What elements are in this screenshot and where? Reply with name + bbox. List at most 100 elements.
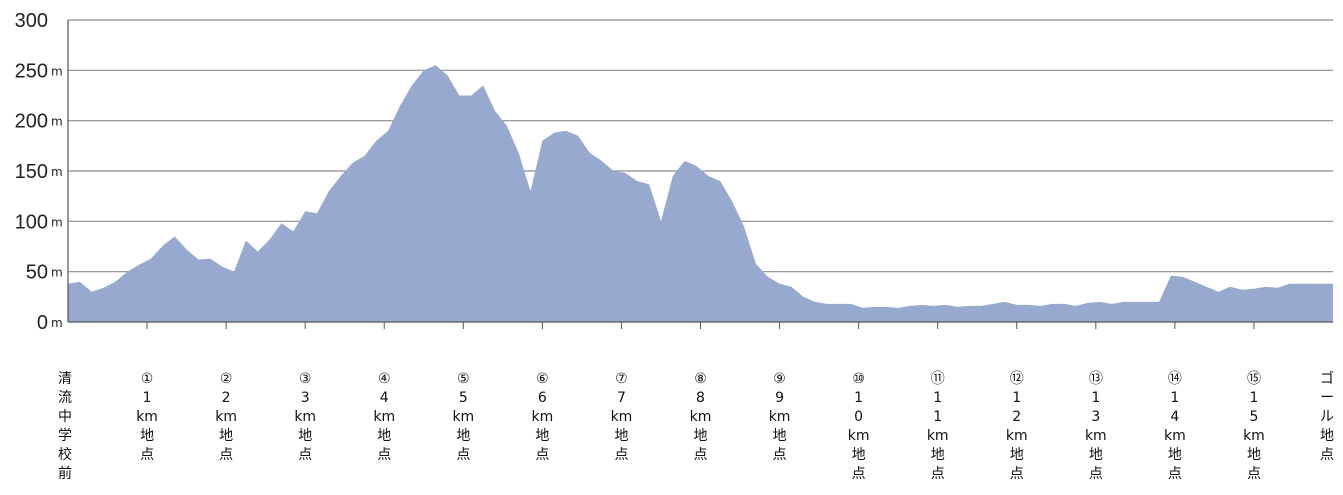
x-category-label-line: km [452,409,474,425]
x-category-label-line: 地 [694,428,708,444]
x-category-label-line: 1 [1170,390,1179,406]
x-category-label: ⑪ 1 1 km 地点 [927,371,949,482]
x-category-label-line: ⑪ [931,371,945,387]
x-category-label-line: 1 [1249,390,1258,406]
x-category-label-line: ⑭ [1168,371,1182,387]
x-category-label-line: ② [220,371,233,387]
x-category-label-line: 5 [1249,409,1258,425]
x-category-label: 清流中学校前 [58,371,72,482]
y-tick-label: 250 [15,60,48,82]
x-category-label-line: 点 [535,447,549,463]
x-category-label: ⑨ 9 km 地点 [769,371,791,463]
x-category-label-line: 点 [1320,447,1334,463]
x-category-label: ⑦ 7 km 地点 [611,371,633,463]
x-category-label-line: ー [1320,390,1334,406]
x-category-label-line: ④ [378,371,391,387]
x-category-label-line: 点 [694,447,708,463]
y-unit-label: m [51,64,63,78]
x-category-label-line: 9 [775,390,784,406]
x-category-label-line: km [1164,428,1186,444]
x-category-label-line: 地 [852,447,866,463]
x-category-label-line: 点 [219,447,233,463]
x-category-label-line: 1 [1012,390,1021,406]
y-tick-label: 50 [26,262,48,284]
x-category-label: ⑥ 6 km 地点 [532,371,554,463]
x-category-label-line: km [532,409,554,425]
x-category-label-line: 中 [58,409,72,425]
x-category-label-line: 地 [535,428,549,444]
x-category-label-line: ⑬ [1089,371,1103,387]
x-category-label-line: 地 [219,428,233,444]
x-category-label-line: ⑩ [852,371,865,387]
x-category-label-line: km [848,428,870,444]
x-category-label-line: 地 [377,428,391,444]
x-category-label-line: 点 [377,447,391,463]
x-category-label-line: 5 [459,390,468,406]
x-category-label-line: km [769,409,791,425]
x-axis-ticks [146,322,1255,329]
x-category-label: ③ 3 km 地点 [294,371,316,463]
x-category-label: ⑭ 1 4 km 地点 [1164,371,1186,482]
x-category-label-line: 点 [931,466,945,482]
x-category-label-line: ⑤ [457,371,470,387]
x-category-label: ⑫ 1 2 km 地点 [1006,371,1028,482]
x-category-label-line: ⑫ [1010,371,1024,387]
x-category-label-line: 点 [456,447,470,463]
y-unit-label: m [51,316,63,330]
x-category-label-line: ゴ [1320,370,1334,387]
x-category-label-line: 点 [298,447,312,463]
x-category-label-line: 地 [1247,447,1261,463]
x-category-label-line: 地 [614,428,628,444]
x-category-label-line: ⑦ [615,371,628,387]
x-category-label-line: km [136,409,158,425]
x-category-label-line: 8 [696,390,705,406]
x-category-label-line: 流 [58,390,72,406]
x-category-label: ④ 4 km 地点 [373,371,395,463]
elevation-area [68,65,1333,323]
y-unit-label: m [51,115,63,129]
y-tick-label: 200 [15,111,48,133]
x-category-label-line: 校 [58,446,72,463]
x-category-label-line: 点 [852,466,866,482]
x-category-label: ⑮ 1 5 km 地点 [1243,371,1265,482]
x-category-label-line: 4 [380,390,389,406]
x-category-label-line: km [215,409,237,425]
x-category-label-line: km [927,428,949,444]
x-category-label-line: ⑥ [536,371,549,387]
x-category-label-line: 点 [1168,466,1182,482]
x-category-label-line: 2 [222,390,231,406]
x-category-label-line: 3 [1091,409,1100,425]
x-category-label-line: 点 [140,447,154,463]
x-category-label-line: 点 [1247,466,1261,482]
x-category-label-line: ⑨ [773,371,786,387]
x-category-label-line: 7 [617,390,626,406]
x-category-label-line: km [690,409,712,425]
x-category-label-line: 点 [773,447,787,463]
y-tick-label: 150 [15,161,48,183]
x-category-label-line: km [294,409,316,425]
x-category-label: ⑩ 1 0 km 地点 [848,371,870,482]
x-category-label-line: 地 [298,428,312,444]
x-category-label-line: 2 [1012,409,1021,425]
x-category-label-line: 1 [933,390,942,406]
x-category-label-line: km [1243,428,1265,444]
x-category-label-line: 学 [58,428,72,444]
x-category-label-line: 1 [854,390,863,406]
x-category-label-line: km [1006,428,1028,444]
x-category-label-line: 点 [1010,466,1024,482]
x-category-label-line: 1 [933,409,942,425]
x-category-label-line: 点 [1089,466,1103,482]
y-tick-label: 300 [15,10,48,32]
y-tick-label: 0 [37,312,48,334]
x-category-label-line: 地 [931,447,945,463]
x-category-label-line: 0 [854,409,863,425]
x-category-label-line: km [373,409,395,425]
x-category-label: ゴール地点 [1320,370,1334,463]
y-unit-label: m [51,266,63,280]
x-category-label-line: 1 [143,390,152,406]
x-category-label-line: 前 [58,465,72,482]
x-category-label-line: ル [1320,409,1334,425]
x-category-label-line: km [611,409,633,425]
y-unit-label: m [51,215,63,229]
